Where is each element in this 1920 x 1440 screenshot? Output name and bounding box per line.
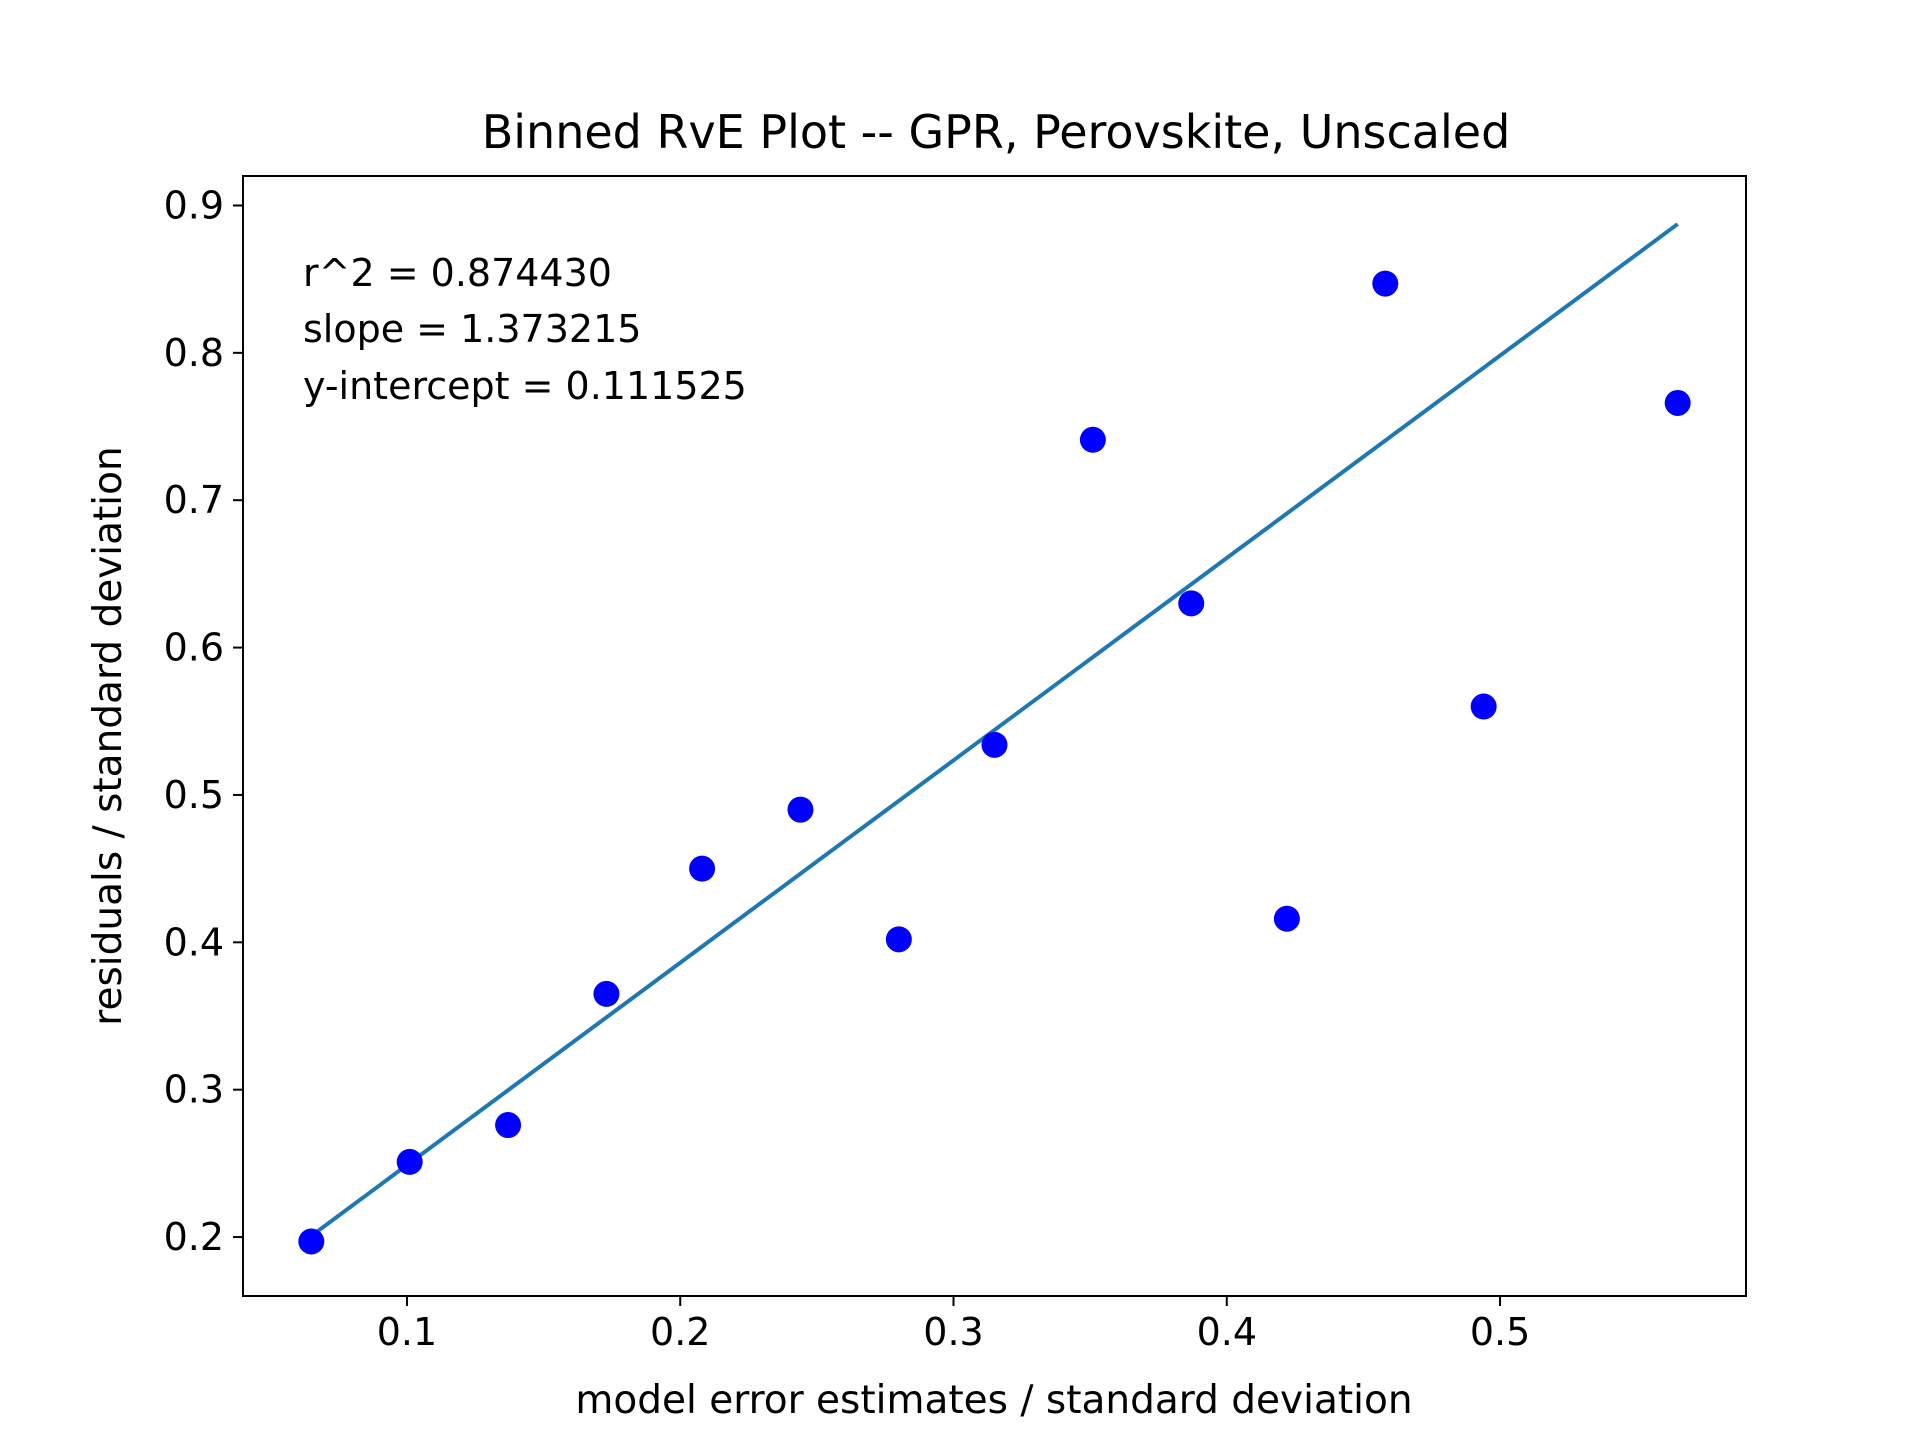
data-point [1079, 426, 1106, 453]
regression-line-layer [310, 222, 1679, 1238]
y-tick-label: 0.3 [164, 1068, 224, 1112]
annotation-y-intercept: y-intercept = 0.111525 [303, 364, 747, 408]
data-point [495, 1112, 522, 1139]
y-tick-label: 0.4 [164, 920, 224, 964]
y-axis-label: residuals / standard deviation [86, 446, 131, 1025]
data-point [298, 1228, 325, 1255]
y-tick-label: 0.8 [164, 331, 224, 375]
data-point [1664, 389, 1691, 416]
y-tick-label: 0.6 [164, 626, 224, 670]
y-tick-label: 0.9 [164, 183, 224, 227]
regression-line [310, 222, 1679, 1238]
y-tick-label: 0.5 [164, 773, 224, 817]
y-axis-ticks: 0.2 0.3 0.4 0.5 0.6 0.7 0.8 0.9 [164, 183, 243, 1259]
y-tick-label: 0.7 [164, 478, 224, 522]
y-tick-label: 0.2 [164, 1215, 224, 1259]
data-point [396, 1148, 423, 1175]
plot-frame [242, 175, 1747, 1297]
data-points-layer [298, 270, 1691, 1255]
x-axis-ticks: 0.1 0.2 0.3 0.4 0.5 [377, 1296, 1530, 1354]
data-point [787, 796, 814, 823]
data-point [981, 731, 1008, 758]
chart-title: Binned RvE Plot -- GPR, Perovskite, Unsc… [482, 105, 1511, 159]
annotation-slope: slope = 1.373215 [303, 307, 641, 351]
data-point [593, 980, 620, 1007]
data-point [885, 926, 912, 953]
annotation-r-squared: r^2 = 0.874430 [303, 251, 612, 295]
x-tick-label: 0.3 [923, 1310, 983, 1354]
x-tick-label: 0.2 [650, 1310, 710, 1354]
x-tick-label: 0.5 [1470, 1310, 1530, 1354]
x-tick-label: 0.4 [1197, 1310, 1257, 1354]
data-point [1178, 590, 1205, 617]
data-point [1273, 905, 1300, 932]
data-point [1372, 270, 1399, 297]
x-tick-label: 0.1 [377, 1310, 437, 1354]
data-point [689, 855, 716, 882]
data-point [1470, 693, 1497, 720]
x-axis-label: model error estimates / standard deviati… [575, 1378, 1412, 1423]
